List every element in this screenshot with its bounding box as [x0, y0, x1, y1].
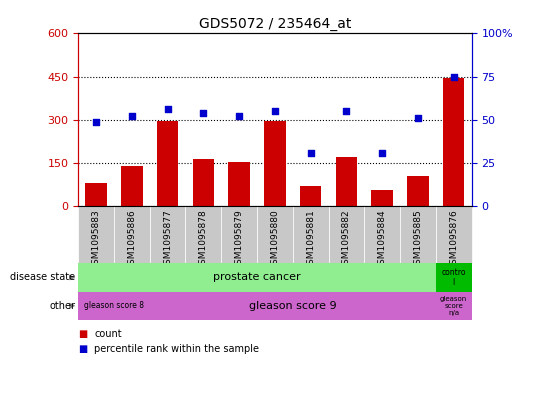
- Text: contro
l: contro l: [441, 268, 466, 287]
- Bar: [150, 206, 185, 263]
- Point: [342, 108, 351, 114]
- Bar: [436, 263, 472, 292]
- Title: GDS5072 / 235464_at: GDS5072 / 235464_at: [199, 17, 351, 31]
- Text: GSM1095884: GSM1095884: [378, 209, 386, 270]
- Bar: [78, 206, 114, 263]
- Point: [128, 113, 136, 119]
- Bar: [221, 206, 257, 263]
- Bar: [443, 78, 465, 206]
- Bar: [436, 206, 472, 263]
- Bar: [150, 292, 436, 320]
- Bar: [329, 206, 364, 263]
- Text: count: count: [94, 329, 122, 339]
- Text: GSM1095882: GSM1095882: [342, 209, 351, 270]
- Point: [378, 150, 386, 156]
- Bar: [293, 206, 329, 263]
- Bar: [264, 121, 286, 206]
- Text: GSM1095878: GSM1095878: [199, 209, 208, 270]
- Point: [413, 115, 422, 121]
- Text: disease state: disease state: [10, 272, 75, 283]
- Bar: [371, 191, 393, 206]
- Point: [235, 113, 244, 119]
- Text: gleason score 8: gleason score 8: [84, 301, 144, 310]
- Bar: [157, 121, 178, 206]
- Bar: [257, 206, 293, 263]
- Bar: [407, 176, 429, 206]
- Text: GSM1095880: GSM1095880: [271, 209, 279, 270]
- Point: [199, 110, 208, 116]
- Text: GSM1095885: GSM1095885: [413, 209, 423, 270]
- Bar: [300, 186, 321, 206]
- Point: [163, 107, 172, 113]
- Bar: [185, 206, 221, 263]
- Text: GSM1095879: GSM1095879: [234, 209, 244, 270]
- Bar: [436, 292, 472, 320]
- Bar: [85, 183, 107, 206]
- Text: GSM1095877: GSM1095877: [163, 209, 172, 270]
- Bar: [78, 292, 150, 320]
- Bar: [229, 162, 250, 206]
- Bar: [364, 206, 400, 263]
- Text: GSM1095881: GSM1095881: [306, 209, 315, 270]
- Point: [92, 118, 100, 125]
- Text: other: other: [50, 301, 75, 311]
- Point: [271, 108, 279, 114]
- Text: gleason score 9: gleason score 9: [249, 301, 336, 311]
- Bar: [192, 159, 214, 206]
- Bar: [121, 166, 142, 206]
- Point: [450, 73, 458, 80]
- Text: ■: ■: [78, 329, 87, 339]
- Text: prostate cancer: prostate cancer: [213, 272, 301, 283]
- Text: percentile rank within the sample: percentile rank within the sample: [94, 343, 259, 354]
- Bar: [400, 206, 436, 263]
- Text: GSM1095876: GSM1095876: [449, 209, 458, 270]
- Text: gleason
score
n/a: gleason score n/a: [440, 296, 467, 316]
- Point: [306, 150, 315, 156]
- Text: GSM1095883: GSM1095883: [92, 209, 101, 270]
- Bar: [336, 157, 357, 206]
- Text: GSM1095886: GSM1095886: [127, 209, 136, 270]
- Bar: [114, 206, 150, 263]
- Text: ■: ■: [78, 343, 87, 354]
